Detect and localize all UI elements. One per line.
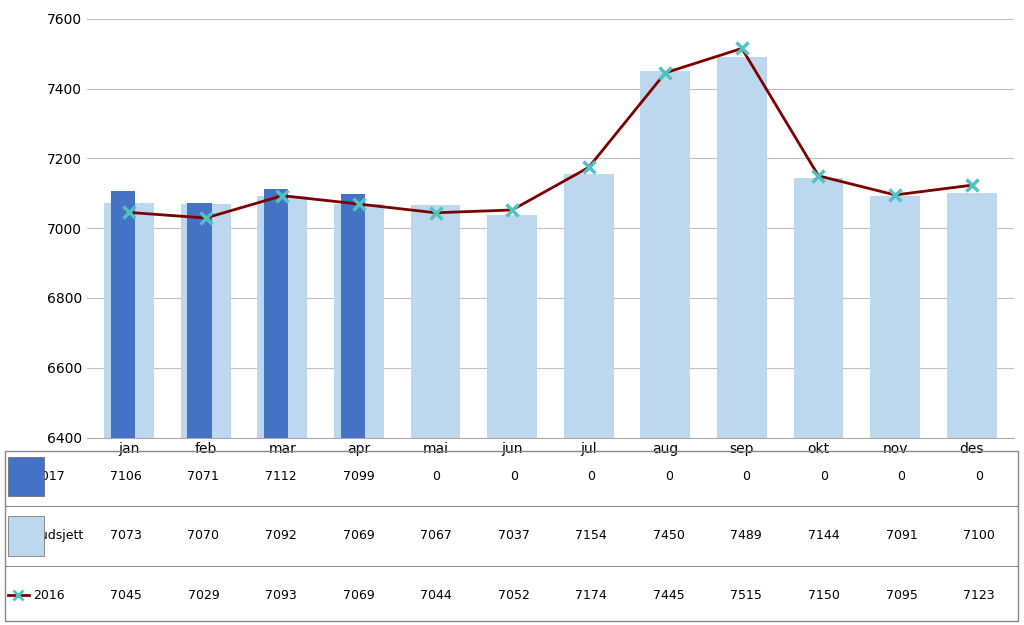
Text: 7445: 7445 [653, 589, 685, 602]
Text: 7071: 7071 [187, 470, 219, 483]
Text: 7069: 7069 [343, 589, 375, 602]
Bar [487, 215, 537, 625]
Text: 7489: 7489 [730, 529, 762, 542]
Text: 0: 0 [665, 470, 673, 483]
Text: 7095: 7095 [886, 589, 918, 602]
Text: 0: 0 [432, 470, 440, 483]
Text: 7106: 7106 [110, 470, 141, 483]
Bar [8, 516, 44, 556]
Text: 7070: 7070 [187, 529, 219, 542]
Bar [794, 178, 844, 625]
Text: 7154: 7154 [575, 529, 607, 542]
Text: 7052: 7052 [498, 589, 529, 602]
Text: 7123: 7123 [964, 589, 995, 602]
Bar [870, 196, 920, 625]
Text: 7091: 7091 [886, 529, 918, 542]
Bar [334, 204, 384, 625]
Text: 7515: 7515 [730, 589, 762, 602]
Text: 7037: 7037 [498, 529, 529, 542]
Text: 7450: 7450 [653, 529, 685, 542]
Text: 2016: 2016 [33, 589, 65, 602]
Text: 7150: 7150 [808, 589, 840, 602]
Bar [947, 193, 996, 625]
Bar [564, 174, 613, 625]
Text: 0: 0 [742, 470, 751, 483]
Text: 7045: 7045 [110, 589, 141, 602]
Text: 0: 0 [820, 470, 828, 483]
Bar [257, 196, 307, 625]
Text: 7100: 7100 [964, 529, 995, 542]
Text: 7092: 7092 [265, 529, 297, 542]
Text: 0: 0 [897, 470, 905, 483]
Text: 2017: 2017 [33, 470, 65, 483]
Bar [717, 58, 767, 625]
Text: 0: 0 [587, 470, 595, 483]
Bar [264, 189, 289, 625]
Bar [111, 191, 135, 625]
Text: 0: 0 [510, 470, 518, 483]
Bar [341, 194, 365, 625]
Text: 7174: 7174 [575, 589, 607, 602]
Text: 7099: 7099 [343, 470, 375, 483]
Bar [104, 202, 154, 625]
Text: 7112: 7112 [265, 470, 297, 483]
Bar [8, 457, 44, 496]
Text: 0: 0 [975, 470, 983, 483]
Text: 7069: 7069 [343, 529, 375, 542]
Text: 7073: 7073 [110, 529, 141, 542]
Bar [411, 205, 461, 625]
Bar [181, 204, 230, 625]
Text: 7144: 7144 [808, 529, 840, 542]
Bar [640, 71, 690, 625]
Text: budsjett: budsjett [33, 529, 84, 542]
Text: 7044: 7044 [420, 589, 452, 602]
Bar [187, 203, 212, 625]
Text: 7029: 7029 [187, 589, 219, 602]
Text: 7093: 7093 [265, 589, 297, 602]
Text: 7067: 7067 [420, 529, 452, 542]
